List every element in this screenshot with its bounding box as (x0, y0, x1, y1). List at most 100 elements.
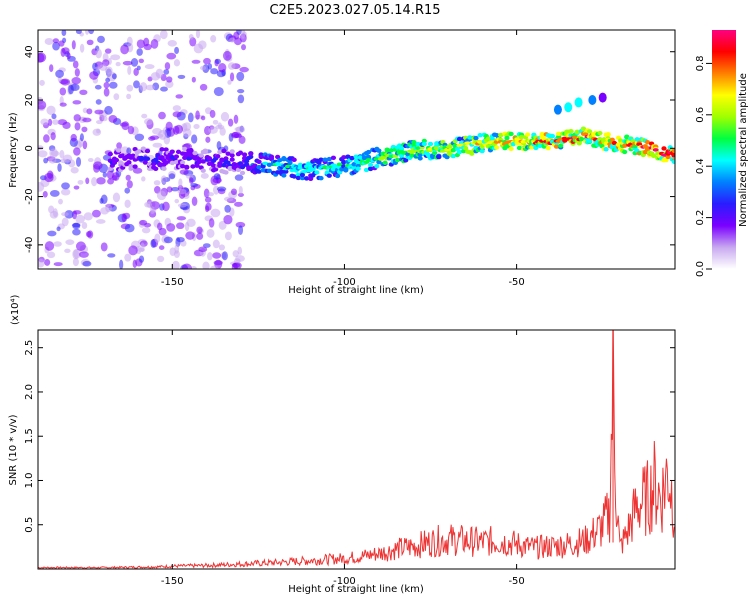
spectrogram-noise-blob (61, 47, 70, 55)
spectrogram-noise-blob (229, 72, 235, 82)
colorbar-tick-label: 0.0 (695, 261, 706, 277)
spectrogram-noise-blob (133, 80, 140, 89)
snr-y-tick-label: 1.0 (24, 473, 35, 489)
spectrogram-noise-blob (58, 40, 65, 47)
spectrogram-x-axis-label: Height of straight line (km) (288, 285, 424, 296)
spectrogram-noise-blob (208, 126, 218, 134)
spectrogram-y-tick-label: -20 (24, 188, 35, 204)
spectrogram-ridge-blob (578, 136, 584, 142)
spectrogram-ridge-blob (180, 164, 186, 169)
spectrogram-noise-blob (158, 245, 165, 251)
spectrogram-noise-blob (212, 252, 222, 259)
spectrogram-noise-blob (111, 73, 117, 80)
spectrogram-ridge-blob (603, 147, 609, 152)
spectrogram-ridge-blob (169, 160, 175, 166)
spectrogram-noise-blob (148, 136, 156, 141)
spectrogram-noise-blob (44, 258, 51, 266)
spectrogram-noise-blob (172, 105, 182, 112)
spectrogram-ridge-blob (198, 153, 204, 158)
spectrogram-noise-blob (160, 86, 168, 92)
spectrogram-noise-blob (168, 173, 176, 180)
spectrogram-ridge-blob (173, 154, 180, 159)
spectrogram-ridge-blob (153, 166, 159, 172)
spectrogram-noise-blob (105, 77, 111, 83)
spectrogram-noise-blob (124, 187, 131, 194)
spectrogram-noise-blob (95, 99, 102, 105)
spectrogram-ridge-blob (611, 140, 617, 146)
spectrogram-ridge-blob (303, 176, 310, 181)
spectrogram-noise-blob (206, 228, 215, 238)
spectrogram-noise-blob (103, 81, 110, 89)
spectrogram-ridge-blob (651, 153, 657, 158)
spectrogram-ridge-blob (217, 149, 223, 155)
spectrogram-noise-blob (70, 167, 79, 174)
spectrogram-ridge-blob (341, 155, 347, 160)
spectrogram-ridge-blob (144, 156, 151, 161)
snr-y-tick-label: 2.5 (24, 340, 35, 356)
spectrogram-noise-blob (165, 80, 174, 89)
spectrogram-noise-blob (224, 231, 232, 241)
spectrogram-noise-blob (185, 231, 195, 240)
spectrogram-noise-blob (124, 199, 131, 209)
spectrogram-ridge-core (309, 167, 316, 172)
spectrogram-noise-blob (75, 214, 85, 224)
spectrogram-ridge-blob (456, 136, 463, 142)
spectrogram-y-axis-label: Frequency (Hz) (8, 112, 19, 188)
spectrogram-ridge-blob (225, 160, 231, 165)
snr-y-ticks: 0.5 1.0 1.5 2.0 2.5 (24, 340, 675, 533)
spectrogram-noise-blob (166, 223, 176, 232)
spectrogram-noise-blob (144, 64, 155, 70)
spectrogram-noise-blob (103, 87, 110, 97)
spectrogram-ridge-blob (504, 135, 510, 141)
spectrogram-noise-blob (87, 158, 94, 163)
spectrogram-ridge-blob (624, 134, 630, 139)
spectrogram-ridge-blob (115, 148, 122, 153)
spectrogram-noise-blob (213, 86, 224, 97)
spectrogram-noise-blob (172, 260, 180, 269)
spectrogram-noise-blob (182, 128, 192, 138)
snr-x-axis-label: Height of straight line (km) (288, 584, 424, 595)
spectrogram-noise-blob (49, 189, 60, 197)
spectrogram-noise-blob (72, 60, 79, 69)
spectrogram-noise-blob (59, 150, 65, 159)
spectrogram-noise-blob (150, 38, 159, 49)
spectrogram-noise-blob (79, 133, 84, 142)
spectrogram-noise-blob (205, 136, 211, 143)
spectrogram-noise-blob (238, 225, 244, 235)
spectrogram-noise-blob (166, 186, 173, 193)
spectrogram-noise-blob (52, 119, 59, 125)
spectrogram-ridge-blob (553, 144, 560, 149)
spectrogram-noise-blob (62, 121, 71, 130)
spectrogram-ridge-blob (450, 153, 456, 159)
spectrogram-noise-blob (61, 212, 69, 217)
spectrogram-ridge-blob (463, 145, 469, 151)
spectrogram-noise-blob (53, 262, 63, 267)
spectrogram-noise-blob (190, 182, 198, 188)
spectrogram-ridge-blob (248, 154, 254, 160)
spectrogram-ridge-core (520, 139, 527, 144)
spectrogram-ridge-blob (136, 149, 142, 154)
spectrogram-ridge-blob (277, 157, 283, 163)
spectrogram-ridge-blob (161, 166, 167, 171)
spectrogram-ridge-core (415, 146, 422, 150)
spectrogram-ridge-blob (182, 146, 188, 152)
spectrogram-noise-blob (167, 39, 177, 47)
spectrogram-ridge-blob (473, 135, 479, 141)
spectrogram-ridge-blob (227, 166, 233, 172)
spectrogram-noise-blob (66, 52, 71, 60)
spectrogram-noise-blob (79, 43, 85, 53)
spectrogram-noise-blob (46, 170, 54, 179)
spectrogram-noise-blob (55, 69, 64, 78)
spectrogram-noise-blob (218, 220, 227, 230)
spectrogram-ridge-blob (351, 161, 357, 167)
spectrogram-noise-blob (158, 111, 166, 120)
spectrogram-noise-blob (208, 218, 215, 228)
spectrogram-noise-blob (234, 258, 241, 264)
spectrogram-noise-blob (156, 190, 167, 201)
spectrogram-noise-blob (220, 111, 230, 122)
spectrogram-ridge-blob (219, 157, 225, 162)
spectrogram-noise-blob (112, 192, 121, 203)
spectrogram-noise-blob (96, 177, 106, 185)
spectrogram-noise-blob (141, 176, 146, 182)
spectrogram-ridge-blob (246, 166, 252, 172)
